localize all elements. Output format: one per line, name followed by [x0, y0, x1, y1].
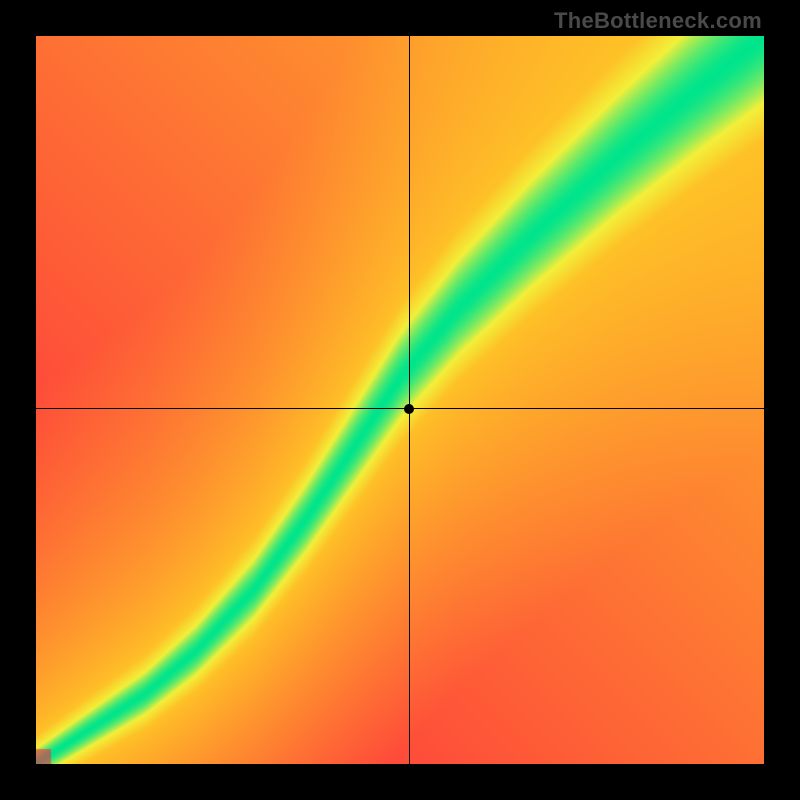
crosshair-point [404, 404, 414, 414]
plot-area [36, 36, 764, 764]
crosshair-horizontal [36, 408, 764, 410]
watermark-text: TheBottleneck.com [554, 8, 762, 34]
chart-container: TheBottleneck.com [0, 0, 800, 800]
crosshair-vertical [409, 36, 411, 764]
heatmap-canvas [36, 36, 764, 764]
